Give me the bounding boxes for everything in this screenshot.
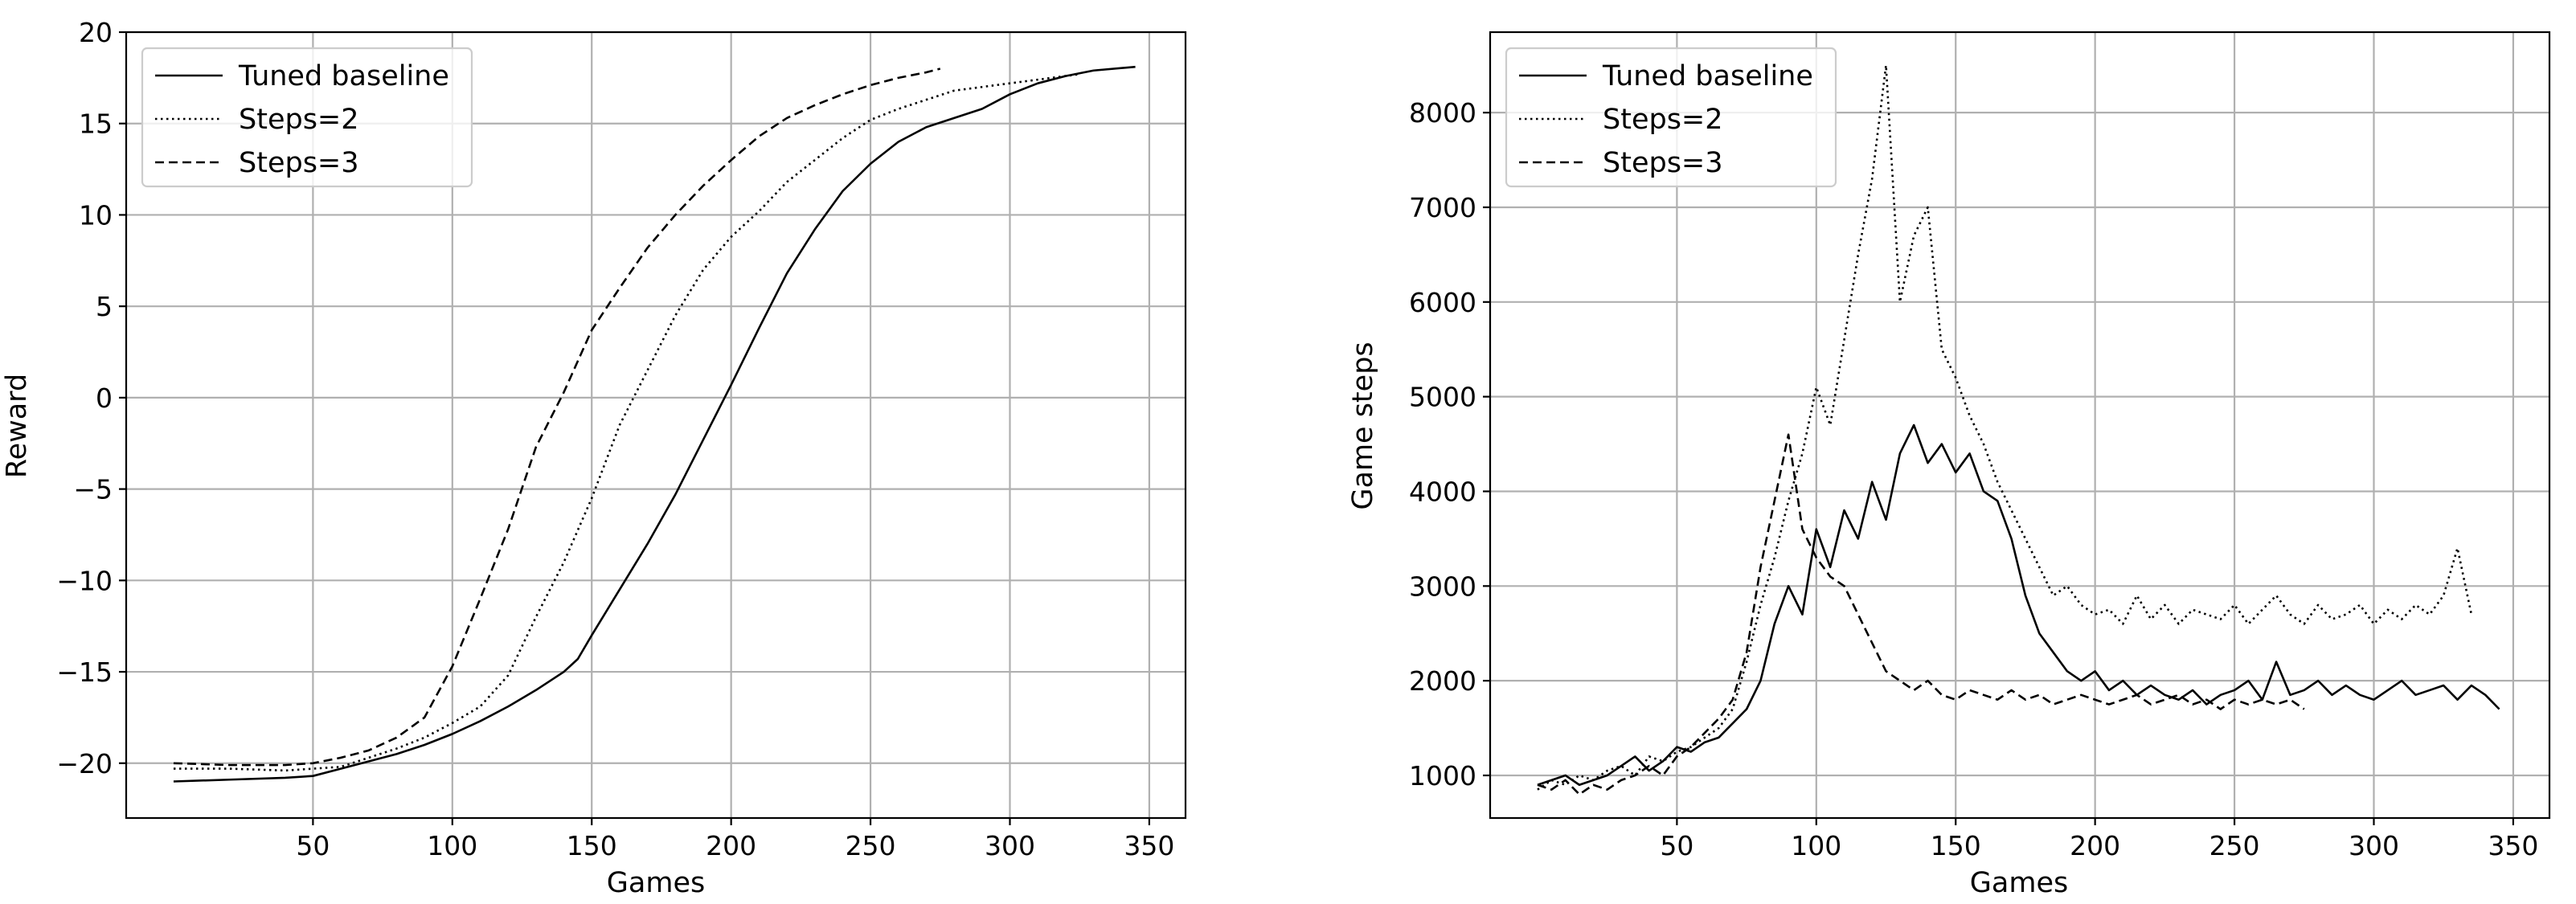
- plot-frame: [1489, 31, 2551, 820]
- x-tick-label: 100: [427, 830, 477, 861]
- y-tick-label: −20: [56, 748, 113, 779]
- x-tick-label: 250: [846, 830, 896, 861]
- grid: [1490, 32, 2549, 818]
- y-tick-label: 8000: [1409, 97, 1476, 129]
- y-tick-label: 15: [79, 108, 113, 140]
- y-tick-label: 1000: [1409, 760, 1476, 792]
- y-axis-title: Game steps: [1347, 342, 1379, 509]
- axes: 50 100 150 200 250 300 350 −20 −15 −10 −5 0 5 10 15 20: [56, 17, 1174, 861]
- legend: Tuned baseline Steps=2 Steps=3: [1505, 47, 1837, 188]
- axes: 50 100 150 200 250 300 350 1000 2000 3000 4000 5000…: [1409, 97, 2538, 861]
- legend-label-3: Steps=3: [1603, 147, 1723, 179]
- series-line-1: [1537, 423, 2500, 787]
- y-tick-label: 7000: [1409, 192, 1476, 223]
- x-tick-label: 250: [2209, 830, 2260, 861]
- x-tick-label: 350: [1124, 830, 1174, 861]
- legend-label-3: Steps=3: [239, 147, 359, 179]
- legend-label-2: Steps=2: [1603, 104, 1723, 136]
- y-tick-label: −15: [56, 657, 113, 688]
- x-axis-title: Games: [607, 867, 705, 899]
- y-tick-label: 2000: [1409, 665, 1476, 697]
- x-tick-label: 350: [2488, 830, 2538, 861]
- legend-label-1: Tuned baseline: [1602, 60, 1813, 92]
- x-tick-label: 150: [567, 830, 617, 861]
- x-tick-label: 300: [985, 830, 1035, 861]
- y-tick-label: 10: [79, 199, 113, 231]
- y-axis-title: Reward: [1, 374, 33, 478]
- series-group: [173, 65, 1136, 783]
- series-line-1: [173, 65, 1136, 783]
- series-group: [1537, 63, 2500, 796]
- series-line-3: [1537, 433, 2305, 796]
- y-tick-label: 6000: [1409, 287, 1476, 318]
- grid: [126, 31, 1186, 818]
- plot-frame: [125, 31, 1187, 820]
- series-line-2: [1537, 63, 2473, 791]
- game-steps-panel: Games Game steps 50 100 150 200 250 300 350 100…: [1347, 31, 2551, 899]
- legend-box: [1505, 47, 1837, 188]
- x-tick-label: 200: [2070, 830, 2120, 861]
- legend-box: [141, 47, 473, 188]
- x-tick-label: 100: [1791, 830, 1841, 861]
- x-axis-title: Games: [1970, 867, 2068, 899]
- reward-panel: Games Reward 50 100 150 200 250 300 350−20−15−…: [1, 17, 1187, 899]
- y-tick-label: 5: [96, 291, 113, 322]
- x-tick-label: 50: [1660, 830, 1693, 861]
- y-tick-label: 20: [79, 17, 113, 48]
- series-line-3: [173, 67, 941, 767]
- y-tick-label: 3000: [1409, 571, 1476, 602]
- legend-label-2: Steps=2: [239, 104, 359, 136]
- legend: Tuned baseline Steps=2 Steps=3: [141, 47, 473, 188]
- legend-label-1: Tuned baseline: [238, 60, 449, 92]
- x-tick-label: 50: [296, 830, 330, 861]
- x-tick-label: 300: [2349, 830, 2399, 861]
- y-tick-label: −10: [56, 565, 113, 596]
- x-tick-label: 200: [706, 830, 756, 861]
- y-tick-label: 0: [96, 382, 113, 414]
- series-line-2: [173, 73, 1080, 772]
- y-tick-label: −5: [73, 474, 113, 505]
- x-tick-label: 150: [1931, 830, 1981, 861]
- y-tick-label: 4000: [1409, 476, 1476, 507]
- y-tick-label: 5000: [1409, 382, 1476, 413]
